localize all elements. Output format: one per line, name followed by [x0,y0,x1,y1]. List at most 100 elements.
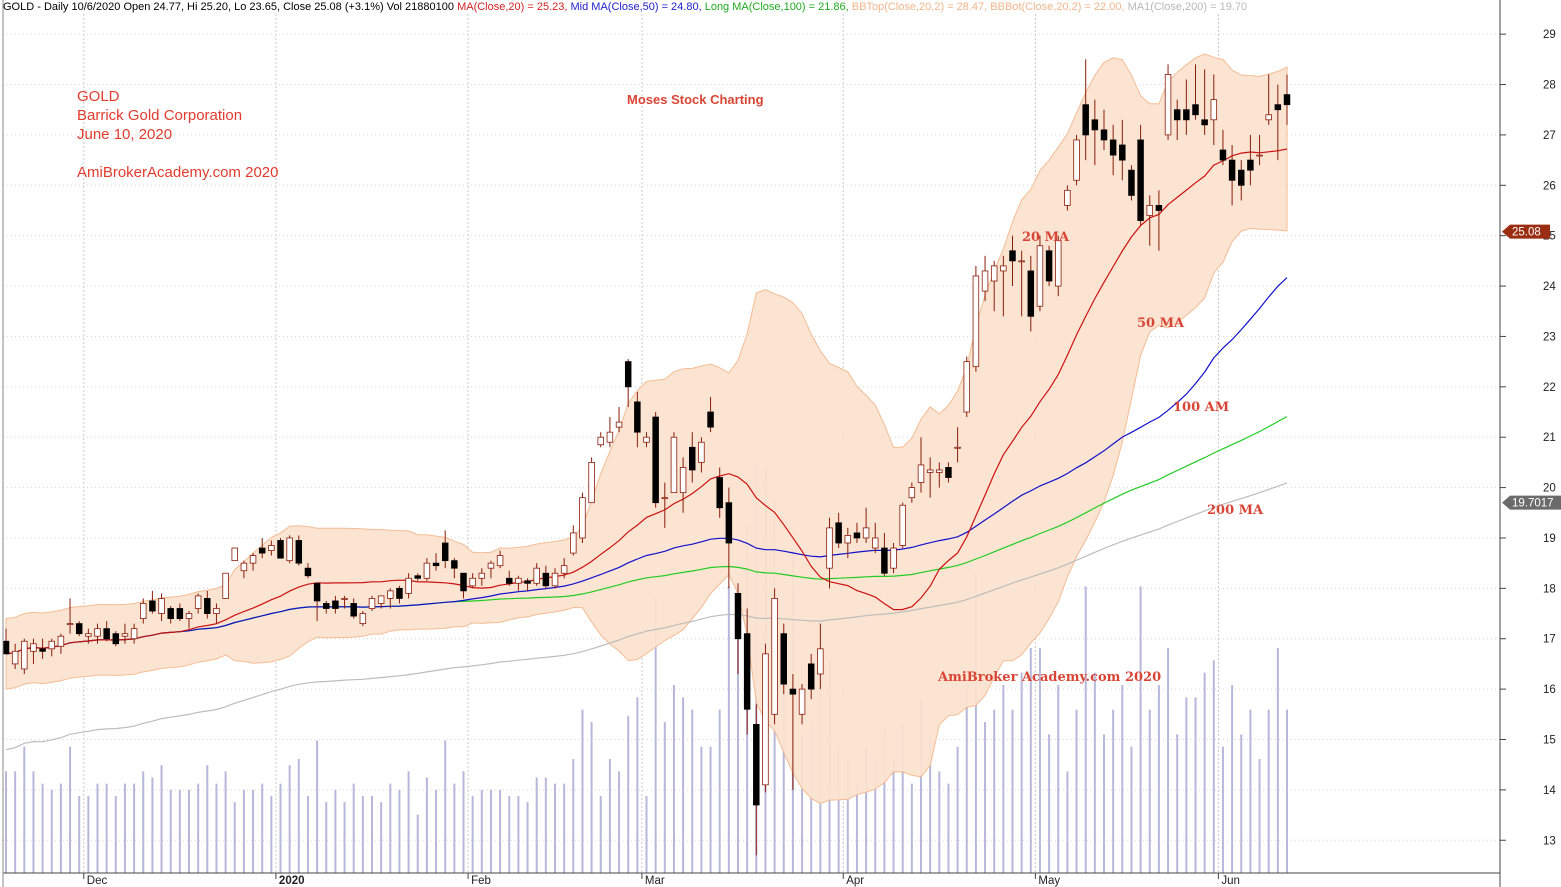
bollinger-band [5,53,1288,804]
candle [560,558,568,579]
candle [1173,99,1181,140]
candle [1128,165,1135,201]
candle-body [1055,240,1062,287]
candle [990,260,998,312]
candle-body [926,469,934,473]
candle-body [1045,250,1053,282]
candle [149,590,156,614]
candle-body [670,436,678,494]
y-tick-label: 19 [1543,533,1556,545]
candle-body [1274,104,1282,111]
candle [423,558,431,581]
candle-body [780,633,787,685]
candle [734,583,742,674]
candle-body [368,598,376,609]
candle [1192,64,1199,120]
candle [716,467,723,518]
candle [258,537,266,559]
candle [469,573,476,589]
candle-body [94,628,101,637]
candle [670,432,678,494]
candle-body [689,446,696,471]
candle [542,565,550,589]
candle-body [1009,250,1016,262]
ma20-label: 20 MA [1022,230,1070,245]
candle-body [478,572,486,579]
candle-body [817,648,824,675]
candle [350,598,357,619]
candle-body [698,441,705,463]
candle-body [30,643,37,652]
candle-body [48,640,55,650]
candle [762,643,769,793]
candle-body [387,590,394,599]
y-tick-label: 27 [1543,130,1556,142]
candle-body [1000,265,1007,272]
candle-body [542,572,550,587]
candle-body [359,613,367,625]
candle-body [176,608,184,619]
candle [780,623,787,695]
candle [11,643,19,669]
y-tick-label: 26 [1543,180,1556,192]
price-badge-label: 25.08 [1512,227,1541,239]
chart-header: GOLD - Daily 10/6/2020 Open 24.77, Hi 25… [3,1,1247,13]
candle [1228,144,1236,206]
candle-body [21,640,28,670]
price-badge [1502,224,1550,239]
candle [1238,160,1245,201]
candle [332,595,339,614]
candle-body [853,532,861,539]
candle-body [1283,94,1291,106]
date-label: June 10, 2020 [77,126,173,143]
header-ma20: MA(Close,20) = 25.23, [457,1,568,13]
candle-body [963,361,970,413]
candle-body [140,603,147,619]
candle [881,532,888,576]
candle [506,570,513,586]
candle-body [1100,129,1108,141]
candle-body [1256,154,1263,157]
candle [570,525,577,556]
candle-body [204,598,211,614]
y-tick-label: 20 [1543,483,1556,495]
x-tick-label: Feb [471,875,491,887]
candle [103,621,110,642]
candle [1274,84,1282,161]
candle [936,462,943,488]
header-bbtop: BBTop(Close,20,2) = 28.47, [851,1,988,13]
y-tick-label: 21 [1543,432,1556,444]
candle-body [1109,139,1117,156]
candle-body [432,562,440,567]
candle-body [460,572,467,592]
candle-body [872,537,879,549]
x-tick-label: 2020 [279,875,305,887]
candle [405,573,412,599]
candle [1082,59,1089,161]
candle [249,553,257,571]
candle [478,568,486,586]
candle [643,432,650,448]
candle-body [258,547,266,554]
candle-body [222,572,229,599]
candle-body [1119,144,1126,161]
candle-body [1018,260,1025,263]
candle [130,623,138,644]
candle-body [606,431,614,443]
candle [551,568,559,589]
candle [1064,185,1071,211]
candle [606,417,614,448]
x-tick-label: Dec [87,875,108,887]
x-tick-label: Jun [1221,875,1240,887]
candle-body [515,577,522,584]
company-label: Barrick Gold Corporation [77,107,243,124]
candle [1265,74,1272,125]
candle [194,593,202,614]
y-tick-label: 29 [1543,29,1556,41]
candle-body [1228,159,1236,181]
candle [826,517,833,589]
candle-body [972,275,980,368]
candle-body [185,613,193,619]
candle [817,623,824,690]
